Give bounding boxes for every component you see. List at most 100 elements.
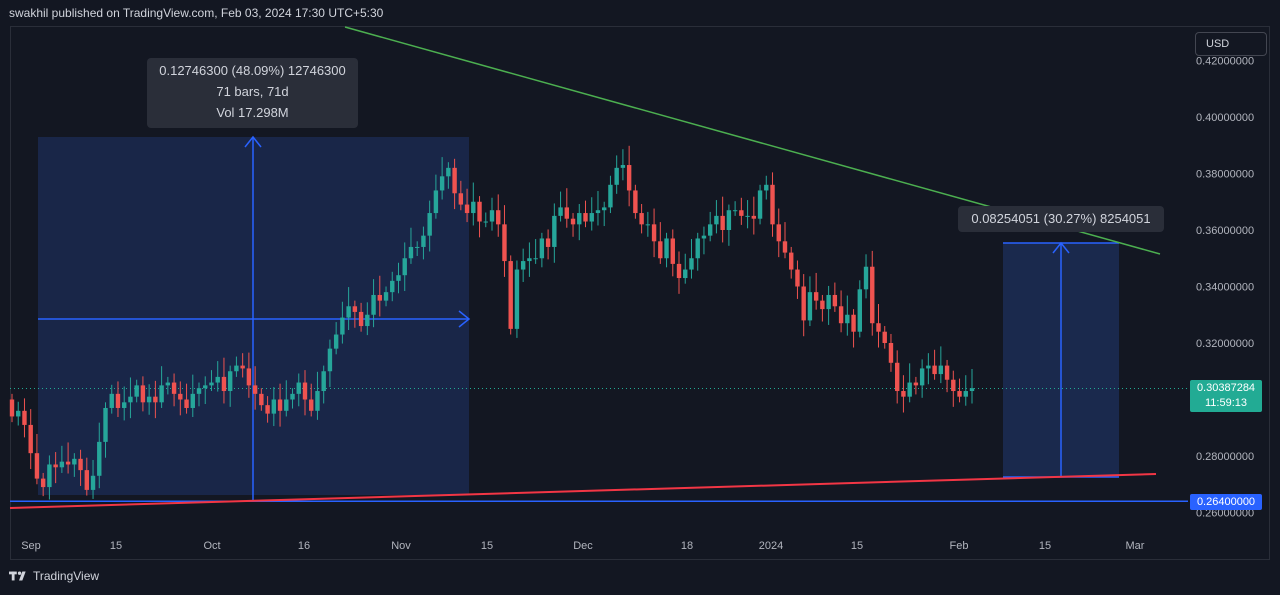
candle-body [820,300,825,310]
x-tick-label: Sep [21,540,41,552]
candle-body [683,269,688,279]
candle-body [770,184,775,225]
candle-body [371,294,376,315]
candles-layer [9,145,975,500]
candle-body [851,314,856,332]
candle-body [951,379,956,392]
candle-body [670,238,675,264]
candle-body [477,201,482,222]
candle-body [689,258,694,270]
candle-body [128,396,133,403]
y-tick-label: 0.26000000 [1196,508,1254,520]
measure-layer [38,135,1119,500]
candle-body [595,210,601,214]
candle-body [146,396,152,403]
candle-body [40,478,46,488]
candle-body [215,376,220,383]
candle-body [720,215,725,230]
last-price-value: 0.30387284 [1196,382,1256,394]
candle-body [53,464,58,468]
y-tick-label: 0.28000000 [1196,451,1254,463]
candle-body [857,289,862,332]
candle-body [234,365,239,372]
candle-body [284,399,289,411]
candle-body [633,190,638,214]
candle-body [271,399,277,414]
candle-body [832,294,838,307]
candle-body [47,464,52,488]
candle-body [589,213,594,222]
candle-body [252,385,258,394]
candle-body [227,371,233,392]
candle-body [583,213,588,222]
x-tick-label: 16 [298,540,310,552]
candle-body [471,201,476,214]
candle-body [614,167,619,185]
candle-body [639,213,644,225]
candle-body [408,246,414,259]
x-tick-label: 15 [110,540,122,552]
candle-body [739,210,744,216]
candle-body [184,399,189,408]
candle-body [919,368,925,386]
candle-body [72,458,77,465]
candle-body [533,258,538,260]
trendline-support [9,473,1157,509]
measure-1-bars: 71 bars, 71d [216,84,289,99]
currency-selector[interactable]: USD [1195,32,1267,56]
candle-body [726,210,732,230]
candle-body [78,458,83,471]
measure-1-arrowhead-right [458,310,471,328]
candle-body [520,261,526,270]
candle-body [714,215,719,225]
candle-body [240,365,245,369]
candle-body [327,348,333,372]
candle-body [913,382,919,386]
candle-body [190,393,195,408]
candle-body [489,210,495,222]
candle-body [496,210,501,225]
candle-body [365,314,370,327]
candle-body [464,204,470,214]
x-tick-label: 18 [681,540,693,552]
footer-brand[interactable]: TradingView [9,566,99,586]
candle-body [651,224,657,242]
candle-body [16,410,21,417]
last-price-tag: 0.30387284 11:59:13 [1190,380,1262,412]
candle-body [707,224,713,236]
candle-body [502,224,507,262]
candle-body [103,407,108,442]
candle-body [321,371,326,392]
candle-body [115,393,121,408]
candle-body [658,241,663,259]
candle-body [782,241,788,253]
candle-body [626,165,632,191]
candle-body [764,184,769,191]
horizontal-level-tag: 0.26400000 [1190,494,1262,510]
candle-body [134,385,139,397]
candle-body [290,393,295,400]
candle-body [570,218,576,225]
candle-body [695,238,700,259]
candle-body [826,294,831,310]
candle-body [901,391,906,397]
candle-body [514,269,520,329]
candle-body [483,221,488,223]
candle-body [645,224,651,226]
candle-body [527,258,532,262]
y-tick-label: 0.34000000 [1196,282,1254,294]
candle-body [97,441,102,476]
candle-body [433,190,439,214]
y-tick-label: 0.40000000 [1196,112,1254,124]
candle-body [701,235,707,239]
candle-body [171,382,177,394]
candle-body [813,292,819,301]
candle-body [876,323,881,332]
candle-body [159,385,164,403]
candle-body [122,402,127,408]
candle-body [65,461,71,465]
footer-brand-label: TradingView [33,569,100,583]
candle-body [795,269,800,287]
candle-body [296,382,301,394]
